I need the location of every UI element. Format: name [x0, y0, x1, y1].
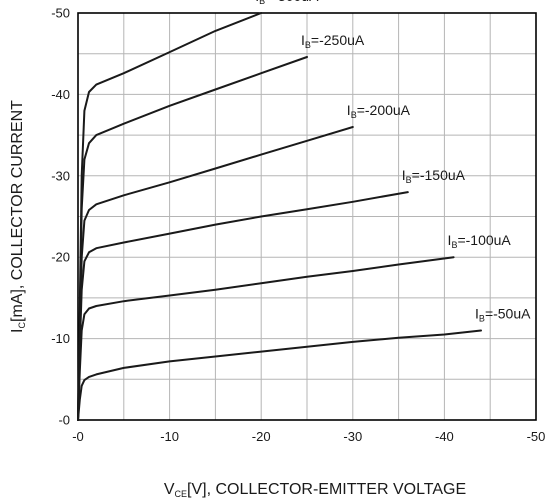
series-line-5: [77, 329, 482, 421]
y-tick-label: -50: [51, 6, 70, 21]
x-axis-title: VCE[V], COLLECTOR-EMITTER VOLTAGE: [164, 481, 466, 499]
x-tick-label: -0: [72, 429, 84, 444]
y-axis-title: IC[mA], COLLECTOR CURRENT: [9, 100, 27, 333]
x-tick-label: -10: [160, 429, 179, 444]
series-label-2: IB=-200uA: [347, 102, 411, 120]
series-label-4: IB=-100uA: [448, 232, 512, 250]
grid-lines: [78, 13, 536, 420]
series-line-3: [77, 191, 409, 421]
x-axis-title-main: V: [164, 481, 175, 498]
y-axis-title-rest: [mA], COLLECTOR CURRENT: [9, 100, 26, 322]
x-tick-label: -20: [252, 429, 271, 444]
series-line-2: [77, 126, 354, 421]
series-label-3: IB=-150uA: [402, 167, 466, 185]
series-line-4: [77, 256, 455, 421]
plot-frame: [77, 12, 537, 421]
series-label-1: IB=-250uA: [301, 32, 365, 50]
y-axis-title-main: I: [9, 329, 26, 333]
x-axis-title-sub: CE: [175, 489, 188, 499]
y-tick-label: -0: [58, 413, 70, 428]
y-tick-label: -10: [51, 331, 70, 346]
series-label-0: IB=-300uA: [255, 0, 319, 6]
y-tick-label: -20: [51, 250, 70, 265]
series-label-5: IB=-50uA: [475, 305, 531, 323]
y-tick-label: -30: [51, 168, 70, 183]
x-axis-title-rest: [V], COLLECTOR-EMITTER VOLTAGE: [187, 481, 466, 498]
y-axis-title-sub: C: [17, 322, 27, 329]
series-line-1: [77, 56, 308, 421]
series-lines: [77, 12, 482, 421]
x-tick-label: -50: [527, 429, 546, 444]
x-tick-label: -40: [435, 429, 454, 444]
x-tick-label: -30: [343, 429, 362, 444]
tick-labels: -0 -10 -20 -30 -40 -50 -0 -10 -20 -30 -40 -50: [51, 6, 545, 445]
y-tick-label: -40: [51, 87, 70, 102]
series-labels: IB=-300uA IB=-250uA IB=-200uA IB=-150uA IB=-…: [255, 0, 531, 323]
